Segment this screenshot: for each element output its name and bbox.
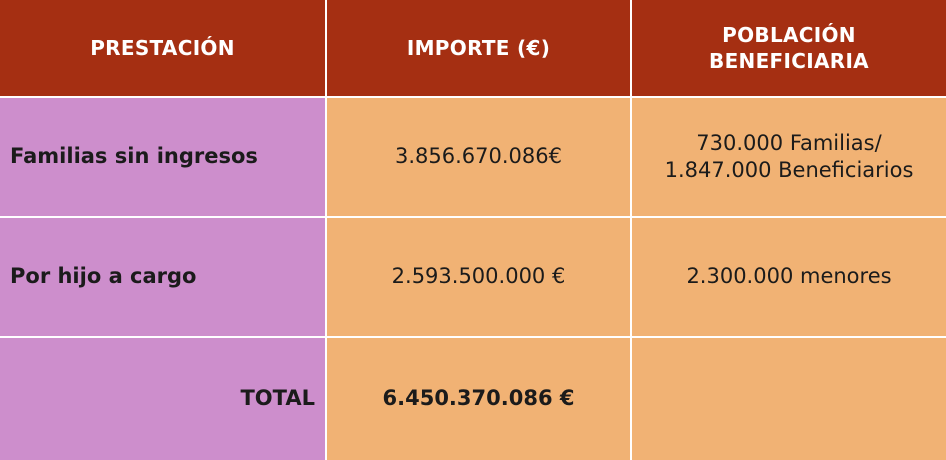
total-poblacion-cell <box>632 338 946 460</box>
total-importe: 6.450.370.086 € <box>382 386 575 411</box>
row-1-poblacion: 730.000 Familias/ 1.847.000 Beneficiario… <box>632 98 946 218</box>
row-1-importe-text: 3.856.670.086€ <box>395 144 562 169</box>
header-prestacion-label: PRESTACIÓN <box>90 36 235 60</box>
header-poblacion-line-2: BENEFICIARIA <box>709 49 869 73</box>
header-importe-label: IMPORTE (€) <box>406 36 551 60</box>
header-poblacion-line-1: POBLACIÓN <box>722 23 856 47</box>
row-2-importe-text: 2.593.500.000 € <box>391 264 566 289</box>
total-label-cell: TOTAL <box>0 338 327 460</box>
total-importe-cell: 6.450.370.086 € <box>327 338 632 460</box>
row-2-prestacion: Por hijo a cargo <box>0 218 327 338</box>
header-poblacion: POBLACIÓN BENEFICIARIA <box>632 0 946 98</box>
row-1-poblacion-line-1: 730.000 Familias/ <box>696 130 882 155</box>
row-1-poblacion-line-2: 1.847.000 Beneficiarios <box>664 158 914 182</box>
row-1-prestacion-text: Familias sin ingresos <box>10 144 258 169</box>
row-2-poblacion-text: 2.300.000 menores <box>686 264 892 289</box>
row-2-prestacion-text: Por hijo a cargo <box>10 264 197 289</box>
row-1-prestacion: Familias sin ingresos <box>0 98 327 218</box>
total-label: TOTAL <box>240 386 315 411</box>
header-prestacion: PRESTACIÓN <box>0 0 327 98</box>
row-2-poblacion: 2.300.000 menores <box>632 218 946 338</box>
row-1-importe: 3.856.670.086€ <box>327 98 632 218</box>
header-importe: IMPORTE (€) <box>327 0 632 98</box>
row-2-importe: 2.593.500.000 € <box>327 218 632 338</box>
